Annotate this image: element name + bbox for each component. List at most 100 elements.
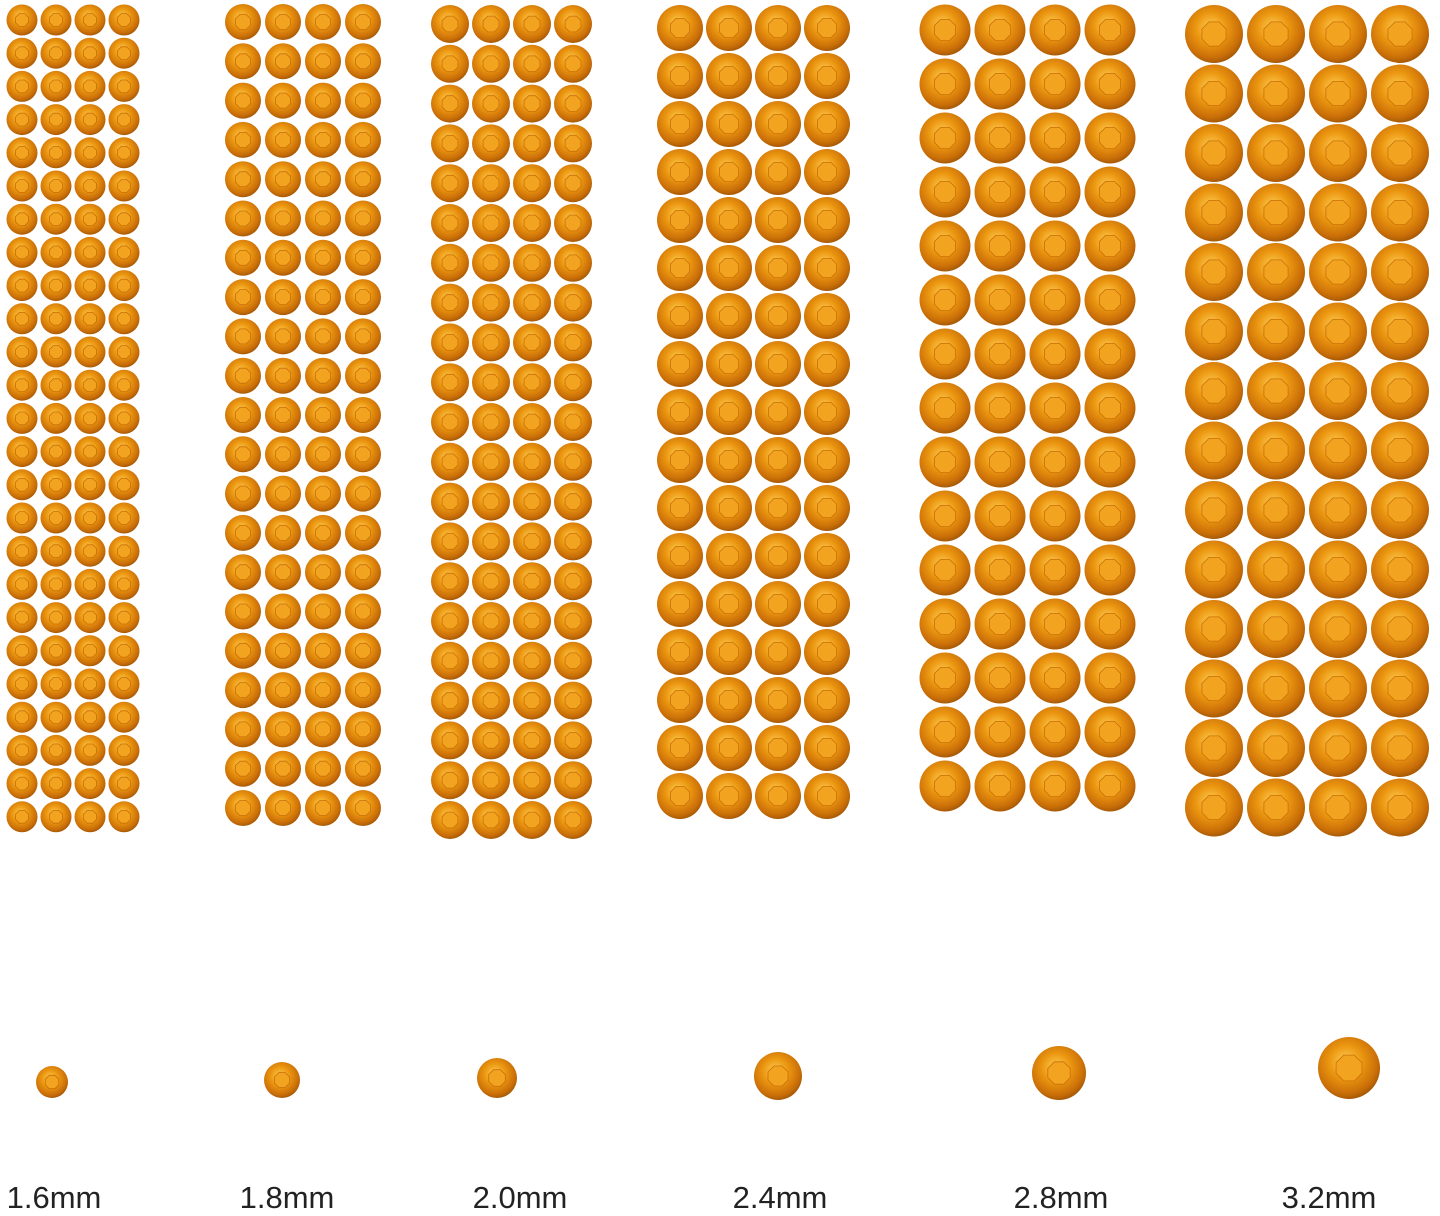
rhinestone	[40, 303, 72, 335]
rhinestone	[1247, 183, 1305, 242]
rhinestone	[265, 475, 301, 512]
rhinestone	[6, 303, 38, 335]
rhinestone	[706, 341, 752, 387]
rhinestone	[225, 121, 261, 158]
rhinestone	[40, 469, 72, 501]
rhinestone	[755, 629, 801, 675]
rhinestone	[74, 236, 106, 268]
rhinestone	[513, 562, 551, 601]
rhinestone	[108, 270, 140, 302]
rhinestone	[305, 82, 341, 119]
rhinestone	[74, 203, 106, 235]
rhinestone	[6, 801, 38, 833]
rhinestone	[1185, 5, 1243, 63]
rhinestone	[755, 341, 801, 387]
rhinestone	[265, 790, 301, 826]
rhinestone	[657, 149, 703, 195]
rhinestone	[1185, 659, 1243, 718]
rhinestone	[74, 4, 106, 36]
rhinestone	[345, 436, 381, 473]
rhinestone	[513, 124, 551, 163]
rhinestone	[1371, 362, 1429, 420]
rhinestone	[74, 768, 106, 800]
rhinestone	[472, 721, 510, 760]
rhinestone	[108, 336, 140, 368]
rhinestone	[755, 725, 801, 771]
rhinestone	[1371, 481, 1429, 539]
rhinestone	[472, 403, 510, 441]
rhinestone	[1371, 124, 1429, 182]
rhinestone	[1371, 719, 1429, 777]
rhinestone	[305, 436, 341, 473]
rhinestone	[657, 533, 703, 579]
rhinestone	[657, 53, 703, 99]
rhinestone	[6, 602, 38, 634]
rhinestone	[1309, 778, 1367, 837]
rhinestone	[108, 602, 140, 634]
rhinestone	[919, 4, 971, 56]
rhinestone	[305, 750, 341, 787]
rhinestone	[804, 5, 850, 51]
rhinestone	[305, 43, 341, 80]
rhinestone	[1247, 362, 1305, 420]
rhinestone	[74, 734, 106, 766]
rhinestone	[513, 323, 551, 362]
rhinestone	[804, 533, 850, 579]
rhinestone	[513, 363, 551, 402]
rhinestone	[1371, 243, 1429, 301]
rhinestone	[554, 602, 592, 640]
rhinestone	[345, 43, 381, 80]
rhinestone	[74, 270, 106, 302]
rhinestone	[431, 243, 469, 282]
rhinestone	[706, 149, 752, 195]
rhinestone	[1247, 540, 1305, 599]
rhinestone	[755, 677, 801, 723]
rhinestone	[1084, 544, 1136, 596]
rhinestone	[1309, 362, 1367, 420]
rhinestone	[472, 641, 510, 680]
rhinestone	[431, 5, 469, 43]
rhinestone	[706, 725, 752, 771]
rhinestone	[40, 270, 72, 302]
rhinestone	[1084, 706, 1136, 758]
rhinestone	[431, 721, 469, 760]
rhinestone	[1247, 659, 1305, 718]
rhinestone	[804, 197, 850, 243]
rhinestone	[1029, 760, 1081, 812]
rhinestone	[1247, 302, 1305, 361]
rhinestone	[431, 44, 469, 83]
rhinestone	[1185, 243, 1243, 301]
rhinestone	[74, 303, 106, 335]
rhinestone	[6, 170, 38, 202]
rhinestone	[755, 5, 801, 51]
rhinestone	[305, 632, 341, 669]
rhinestone	[1247, 64, 1305, 123]
rhinestone	[472, 5, 510, 43]
rhinestone	[108, 502, 140, 534]
rhinestone	[1084, 166, 1136, 218]
rhinestone	[554, 801, 592, 839]
rhinestone	[706, 437, 752, 483]
rhinestone	[431, 482, 469, 521]
rhinestone	[513, 5, 551, 43]
rhinestone	[657, 485, 703, 531]
sample-rhinestone	[1032, 1046, 1086, 1100]
rhinestone	[1247, 124, 1305, 182]
rhinestone	[1185, 124, 1243, 182]
rhinestone	[974, 544, 1026, 596]
rhinestone	[472, 323, 510, 362]
rhinestone	[657, 725, 703, 771]
rhinestone	[755, 53, 801, 99]
rhinestone	[472, 44, 510, 83]
rhinestone	[472, 801, 510, 839]
rhinestone	[554, 641, 592, 680]
rhinestone	[513, 721, 551, 760]
rhinestone	[305, 475, 341, 512]
rhinestone	[1084, 274, 1136, 326]
rhinestone	[974, 760, 1026, 812]
rhinestone	[1185, 183, 1243, 242]
rhinestone	[804, 293, 850, 339]
rhinestone	[706, 581, 752, 627]
rhinestone	[6, 37, 38, 69]
rhinestone	[1309, 243, 1367, 301]
